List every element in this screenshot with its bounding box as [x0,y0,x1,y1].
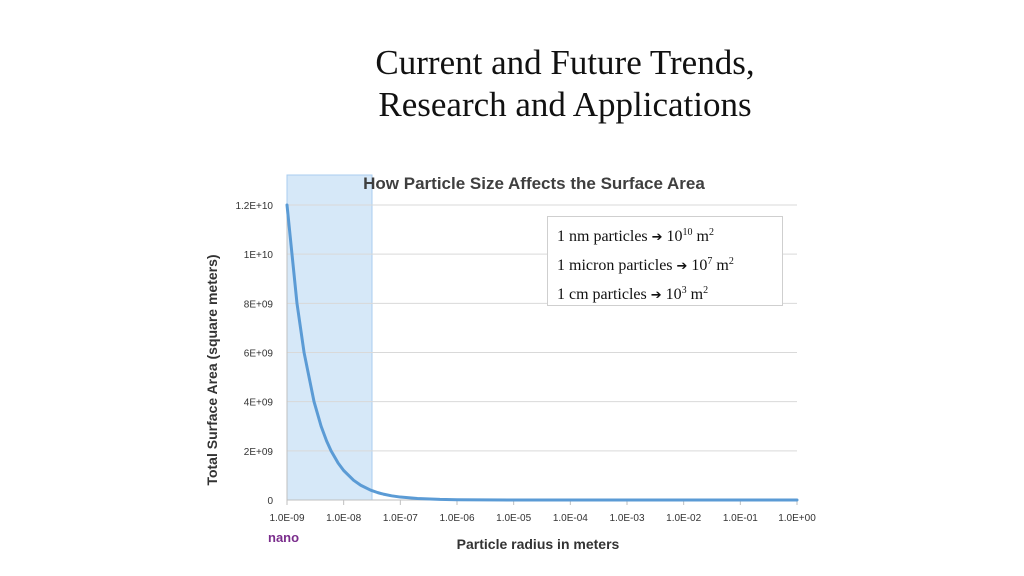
x-tick-label: 1.0E-04 [553,513,588,524]
arrow-right-icon: ➔ [651,230,663,245]
y-tick-label: 6E+09 [244,349,274,360]
legend-text: 1 cm particles [557,286,647,303]
slide-title-line-1: Current and Future Trends, [375,43,755,82]
x-tick-label: 1.0E-03 [609,513,644,524]
x-tick-label: 1.0E-08 [326,513,361,524]
legend-unit: m [696,228,709,245]
legend-row-nm: 1 nm particles ➔ 1010 m2 [557,222,782,251]
y-tick-label: 2E+09 [244,447,274,458]
legend-text: 1 micron particles [557,257,673,274]
x-tick-label: 1.0E-01 [723,513,758,524]
legend-base: 10 [666,228,683,245]
y-tick-label: 1E+10 [244,250,274,261]
chart-title: How Particle Size Affects the Surface Ar… [363,174,705,193]
legend-box: 1 nm particles ➔ 1010 m2 1 micron partic… [547,216,783,306]
y-tick-label: 4E+09 [244,398,274,409]
legend-unit-exp: 2 [728,256,734,267]
legend-row-micron: 1 micron particles ➔ 107 m2 [557,251,782,280]
nano-label: nano [268,530,300,545]
y-tick-label: 0 [267,496,273,507]
x-tick-label: 1.0E-02 [666,513,701,524]
arrow-right-icon: ➔ [650,288,662,303]
slide-title: Current and Future Trends, Research and … [300,42,830,126]
x-tick-label: 1.0E-06 [439,513,474,524]
y-tick-label: 8E+09 [244,299,274,310]
legend-unit: m [716,257,729,274]
x-tick-label: 1.0E-05 [496,513,531,524]
x-tick-label: 1.0E+00 [778,513,816,524]
x-tick-label: 1.0E-07 [383,513,418,524]
legend-text: 1 nm particles [557,228,648,245]
slide-title-line-2: Research and Applications [378,85,752,124]
legend-base: 10 [665,286,682,303]
x-axis-label: Particle radius in meters [457,536,620,552]
legend-exp: 10 [682,227,693,238]
y-tick-label: 1.2E+10 [235,201,273,212]
arrow-right-icon: ➔ [676,259,688,274]
x-tick-label: 1.0E-09 [269,513,304,524]
legend-exp: 3 [681,285,687,296]
series-line [285,203,799,502]
legend-unit: m [690,286,704,303]
y-axis-label: Total Surface Area (square meters) [204,254,220,485]
legend-exp: 7 [707,256,713,267]
legend-unit-exp: 2 [709,227,714,238]
legend-unit-exp: 2 [703,285,709,296]
legend-row-cm: 1 cm particles ➔ 103 m2 [557,280,782,309]
legend-base: 10 [691,257,708,274]
